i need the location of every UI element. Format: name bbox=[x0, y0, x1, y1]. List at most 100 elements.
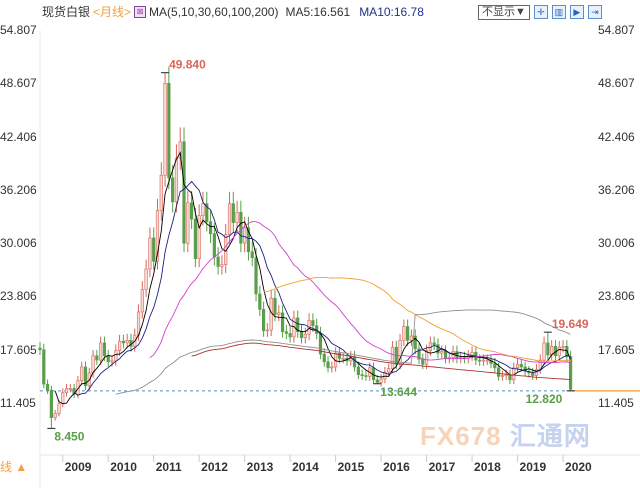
candle-body bbox=[432, 342, 436, 345]
x-tick-label: 2009 bbox=[64, 460, 92, 474]
x-tick-label: 2014 bbox=[292, 460, 319, 474]
candle-body bbox=[106, 355, 110, 363]
candle-body bbox=[299, 331, 304, 339]
ma10-value: MA10:16.78 bbox=[359, 5, 424, 19]
candle-body bbox=[171, 177, 175, 203]
x-tick-label: 2018 bbox=[474, 460, 501, 474]
candle-body bbox=[91, 355, 95, 374]
candle-body bbox=[496, 367, 501, 377]
candle-body bbox=[102, 342, 107, 357]
toolbar: 不显示▼ ✛ ▥ ▶ ⇥ bbox=[478, 4, 602, 20]
candle-body bbox=[341, 358, 345, 360]
candle-body bbox=[186, 202, 190, 244]
x-tick-label: 2010 bbox=[110, 460, 137, 474]
candle-body bbox=[546, 342, 550, 356]
candle-body bbox=[231, 203, 235, 223]
y-tick-left: 23.806 bbox=[0, 289, 37, 304]
candle-body bbox=[568, 356, 573, 390]
candle-body bbox=[227, 203, 232, 235]
candle-body bbox=[409, 335, 414, 341]
candle-body bbox=[273, 297, 277, 315]
period-toggle[interactable]: 线 ▲ bbox=[0, 460, 28, 474]
ma-line-ma10 bbox=[73, 180, 571, 396]
candle-body bbox=[110, 360, 114, 363]
candle-body bbox=[500, 375, 504, 377]
candle-body bbox=[424, 350, 429, 365]
candle-body bbox=[413, 335, 417, 350]
candle-body bbox=[515, 364, 520, 369]
candle-body bbox=[352, 356, 357, 368]
candle-body bbox=[197, 215, 201, 259]
candle-body bbox=[235, 211, 239, 223]
x-tick-label: 2013 bbox=[246, 460, 274, 474]
candle-body bbox=[250, 251, 254, 259]
step-forward-icon[interactable]: ▶ bbox=[569, 5, 584, 19]
candle-body bbox=[265, 329, 270, 332]
ma5-value: MA5:16.561 bbox=[285, 5, 351, 19]
candle-body bbox=[254, 257, 258, 295]
candle-body bbox=[436, 344, 440, 354]
candle-body bbox=[337, 352, 342, 359]
candle-body bbox=[53, 413, 57, 418]
candle-body bbox=[311, 320, 315, 326]
candle-body bbox=[406, 326, 410, 341]
candle-body bbox=[417, 348, 421, 360]
candle-body bbox=[201, 203, 205, 216]
candle-body bbox=[330, 366, 334, 369]
candle-body bbox=[148, 237, 152, 270]
candle-body bbox=[80, 366, 84, 381]
candle-body bbox=[243, 227, 247, 244]
x-tick-label: 2017 bbox=[428, 460, 456, 474]
candle-body bbox=[208, 221, 213, 235]
y-tick-left: 54.807 bbox=[0, 23, 37, 37]
candle-body bbox=[402, 326, 406, 341]
candle-body bbox=[68, 388, 72, 390]
y-tick-right: 48.607 bbox=[598, 76, 635, 91]
annotation-low: 8.450 bbox=[54, 429, 84, 443]
y-tick-left: 42.406 bbox=[0, 129, 37, 144]
candle-body bbox=[121, 340, 125, 344]
x-tick-label: 2012 bbox=[201, 460, 228, 474]
crosshair-icon[interactable]: ✛ bbox=[533, 5, 548, 19]
candle-body bbox=[296, 317, 300, 333]
candle-body bbox=[95, 355, 99, 361]
candle-body bbox=[519, 364, 523, 368]
candle-body bbox=[216, 256, 220, 267]
candle-body bbox=[246, 227, 251, 253]
annotation-high: 19.649 bbox=[552, 317, 589, 331]
candle-body bbox=[421, 358, 425, 365]
display-select[interactable]: 不显示▼ bbox=[478, 4, 530, 20]
annotation-low: 12.820 bbox=[526, 392, 563, 406]
candle-body bbox=[443, 351, 448, 359]
candle-body bbox=[493, 363, 497, 369]
candle-body bbox=[478, 359, 482, 362]
candle-body bbox=[83, 366, 88, 387]
y-tick-right: 36.206 bbox=[598, 182, 635, 197]
candle-body bbox=[99, 342, 103, 361]
ma-settings-icon[interactable]: ⊠ bbox=[134, 6, 147, 18]
ma-label: MA(5,10,30,60,100,200) bbox=[149, 5, 279, 19]
candle-body bbox=[360, 374, 364, 376]
x-tick-label: 2011 bbox=[155, 460, 182, 474]
candle-body bbox=[42, 349, 46, 385]
period-label[interactable]: <月线> bbox=[93, 5, 132, 19]
zoom-icon[interactable]: ▥ bbox=[551, 5, 566, 19]
candle-body bbox=[288, 333, 292, 338]
candle-body bbox=[383, 371, 387, 380]
go-end-icon[interactable]: ⇥ bbox=[587, 5, 602, 19]
candle-body bbox=[155, 210, 160, 262]
candle-body bbox=[239, 211, 243, 244]
candle-body bbox=[542, 342, 546, 361]
x-tick-label: 2015 bbox=[337, 460, 365, 474]
candle-body bbox=[258, 293, 262, 310]
candle-body bbox=[284, 331, 288, 334]
watermark-logo: FX678 汇通网 bbox=[420, 421, 591, 451]
candle-body bbox=[303, 333, 307, 339]
candle-body bbox=[167, 83, 171, 179]
candle-body bbox=[205, 203, 209, 223]
y-tick-left: 48.607 bbox=[0, 76, 37, 91]
candle-body bbox=[220, 264, 224, 267]
candle-body bbox=[61, 392, 65, 405]
y-tick-right: 17.605 bbox=[598, 342, 635, 357]
